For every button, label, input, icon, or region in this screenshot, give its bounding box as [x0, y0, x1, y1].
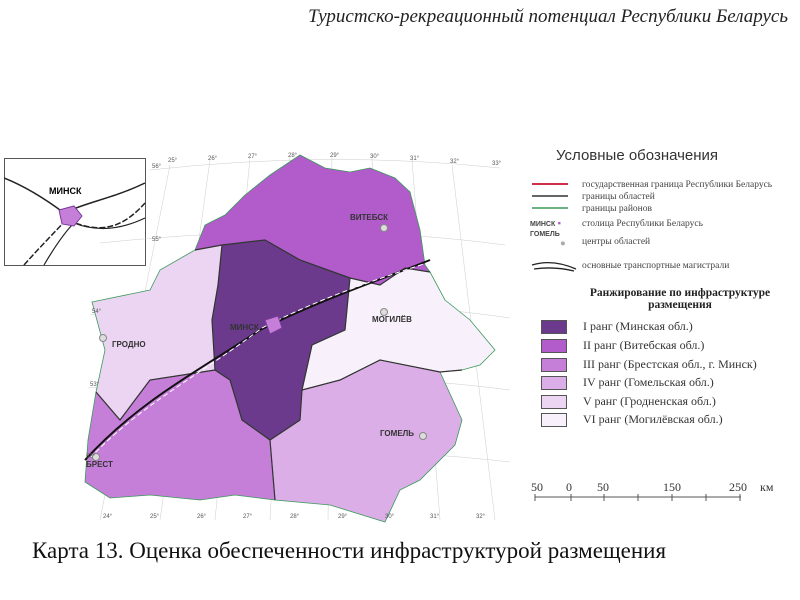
scale-tick: 0 — [566, 480, 572, 494]
city-label-grodno: ГРОДНО — [112, 340, 146, 349]
svg-text:29°: 29° — [338, 514, 348, 520]
svg-text:53°: 53° — [90, 382, 100, 388]
svg-text:33°: 33° — [492, 161, 502, 167]
city-label-gomel: ГОМЕЛЬ — [380, 429, 414, 438]
svg-text:28°: 28° — [290, 514, 300, 520]
inset-label: МИНСК — [49, 186, 82, 196]
svg-text:32°: 32° — [450, 159, 460, 165]
transport-highway — [84, 259, 431, 461]
inset-map: МИНСК — [4, 158, 146, 266]
page-title: Туристско-рекреационный потенциал Респуб… — [308, 6, 788, 27]
scale-unit: км — [760, 480, 774, 494]
svg-text:24°: 24° — [103, 514, 113, 520]
svg-text:30°: 30° — [385, 514, 395, 520]
legend-district-border: границы районов — [532, 204, 652, 214]
scale-bar — [534, 494, 741, 501]
svg-text:26°: 26° — [208, 156, 218, 162]
city-label-vitebsk: ВИТЕБСК — [350, 213, 388, 222]
minsk-capital-marker — [264, 315, 283, 335]
svg-text:55°: 55° — [152, 237, 162, 243]
legend-oblast-border: границы областей — [532, 192, 655, 202]
svg-text:56°: 56° — [152, 164, 162, 170]
svg-text:52°: 52° — [86, 454, 96, 460]
svg-text:25°: 25° — [150, 514, 160, 520]
svg-text:31°: 31° — [410, 156, 420, 162]
city-label-brest: БРЕСТ — [86, 460, 113, 469]
ranking-title: Ранжирование по инфраструктуре размещени… — [589, 287, 771, 311]
svg-text:31°: 31° — [430, 514, 440, 520]
svg-text:29°: 29° — [330, 153, 340, 159]
legend-capital: МИНСК ▪ столица Республики Беларусь — [530, 219, 703, 229]
city-label-minsk: МИНСК — [230, 323, 259, 332]
svg-text:25°: 25° — [168, 158, 178, 164]
svg-text:27°: 27° — [248, 154, 258, 160]
scale-tick: 150 — [663, 480, 681, 494]
svg-text:32°: 32° — [476, 514, 486, 520]
scale-tick: 50 — [531, 480, 543, 494]
svg-text:26°: 26° — [197, 514, 207, 520]
svg-text:27°: 27° — [243, 514, 253, 520]
svg-text:30°: 30° — [370, 154, 380, 160]
svg-text:54°: 54° — [92, 309, 102, 315]
svg-text:28°: 28° — [288, 153, 298, 159]
legend-title: Условные обозначения — [556, 147, 719, 164]
scale-tick: 50 — [597, 480, 609, 494]
legend-transport: основные транспортные магистрали — [530, 259, 729, 276]
scale-tick: 250 — [729, 480, 747, 494]
belarus-map: МИНСК ВИТЕБСК МОГИЛЁВ ГРОДНО ГОМЕЛЬ БРЕС… — [84, 153, 511, 523]
legend-state-border: государственная граница Республики Белар… — [532, 180, 773, 190]
city-label-mogilev: МОГИЛЁВ — [372, 315, 412, 324]
map-caption: Карта 13. Оценка обеспеченности инфрастр… — [32, 538, 667, 563]
